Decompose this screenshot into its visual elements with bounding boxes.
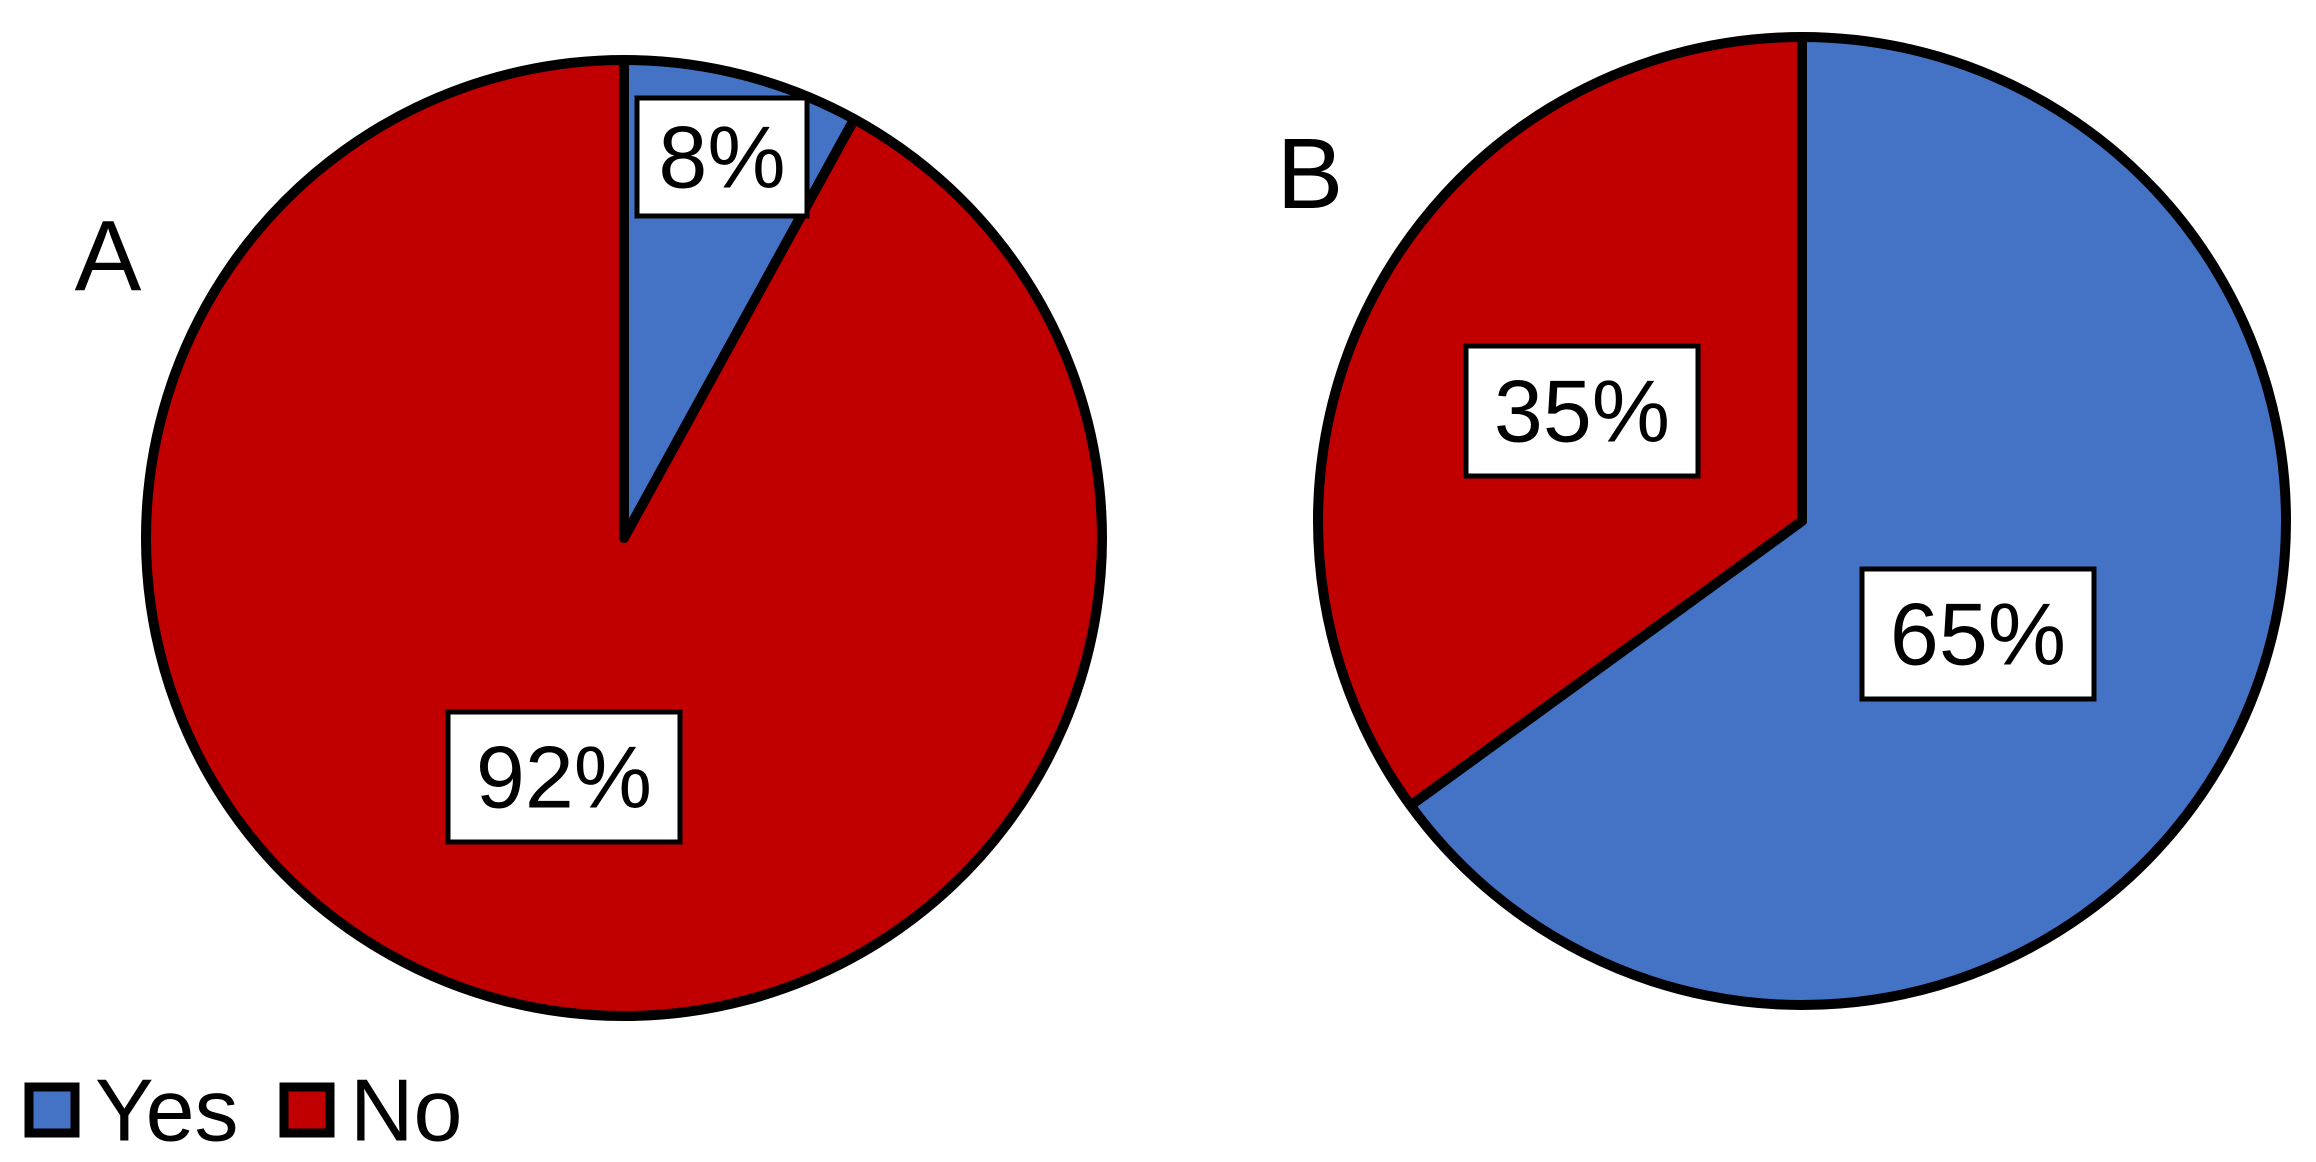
pie-a-data-label-no: 92% <box>476 728 652 827</box>
pie-b-slice-yes <box>1405 32 2291 1010</box>
pie-chart-a: 8% 92% <box>141 55 1107 1021</box>
legend-label-yes: Yes <box>95 1061 239 1160</box>
legend-swatch-yes <box>24 1082 80 1138</box>
legend-label-no: No <box>350 1061 463 1160</box>
pie-a-data-label-box-no <box>445 709 683 845</box>
pie-a-data-label-yes: 8% <box>658 108 785 207</box>
pie-a-data-label-box-yes <box>634 95 810 219</box>
panel-label-a: A <box>75 200 142 312</box>
legend: Yes No <box>24 1061 463 1160</box>
pie-b-data-label-no: 35% <box>1494 362 1670 461</box>
pie-a-slice-no <box>141 55 1107 1021</box>
pie-chart-b: 65% 35% <box>1313 32 2291 1010</box>
pie-b-data-label-box-no <box>1463 343 1701 479</box>
pie-b-data-label-box-yes <box>1859 566 2097 702</box>
pie-b-data-label-yes: 65% <box>1890 585 2066 684</box>
legend-swatch-no <box>279 1082 335 1138</box>
panel-label-b: B <box>1277 118 1344 230</box>
